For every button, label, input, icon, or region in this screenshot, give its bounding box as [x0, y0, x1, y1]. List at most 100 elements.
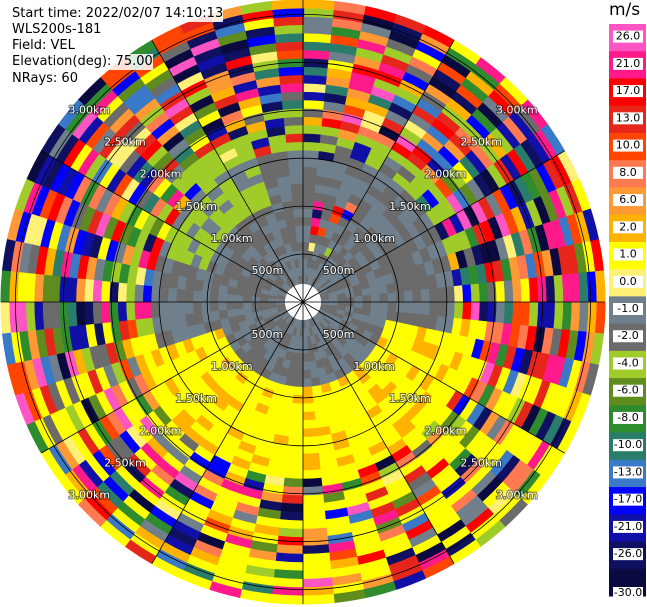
velocity-cell [193, 45, 224, 65]
velocity-cell [393, 195, 411, 213]
velocity-cell [539, 448, 566, 481]
velocity-cell [416, 445, 439, 467]
velocity-cell [184, 301, 194, 315]
velocity-cell [320, 299, 330, 303]
velocity-cell [304, 319, 309, 329]
velocity-cell [176, 313, 188, 329]
velocity-cell [314, 314, 324, 323]
velocity-cell [420, 288, 431, 303]
velocity-cell [439, 197, 457, 219]
velocity-cell [390, 343, 404, 358]
velocity-cell [405, 222, 421, 240]
velocity-cell [260, 491, 283, 504]
velocity-cell [240, 0, 274, 15]
velocity-cell [333, 340, 344, 351]
velocity-cell [353, 307, 364, 315]
velocity-cell [274, 167, 291, 179]
velocity-cell [343, 310, 354, 319]
colorbar-tick-label: -30.0 [614, 586, 642, 599]
velocity-cell [110, 195, 129, 220]
velocity-cell [412, 302, 422, 315]
velocity-cell [326, 371, 338, 384]
velocity-cell [437, 302, 447, 318]
velocity-cell [84, 82, 113, 112]
velocity-cell [406, 151, 428, 172]
velocity-cell [145, 436, 168, 459]
velocity-cell [292, 386, 303, 396]
velocity-cell [280, 82, 304, 94]
velocity-cell [478, 302, 489, 323]
velocity-cell [110, 383, 129, 408]
velocity-cell [303, 158, 319, 168]
velocity-cell [426, 157, 448, 179]
velocity-cell [320, 293, 330, 299]
velocity-cell [102, 475, 129, 503]
velocity-cell [159, 271, 172, 288]
azimuth-spoke [302, 150, 565, 303]
velocity-cell [407, 324, 420, 340]
velocity-cell [193, 140, 216, 160]
velocity-cell [316, 366, 327, 378]
velocity-cell [289, 334, 296, 345]
velocity-cell [302, 386, 313, 396]
velocity-cell [387, 386, 404, 404]
velocity-cell [326, 220, 339, 233]
range-ring-label: 2.50km [460, 456, 502, 469]
velocity-cell [463, 247, 477, 268]
velocity-cell [420, 302, 431, 316]
velocity-cell [163, 377, 181, 397]
velocity-cell [179, 385, 197, 404]
velocity-cell [96, 236, 112, 261]
velocity-cell [179, 199, 197, 218]
velocity-cell [171, 229, 187, 248]
velocity-cell [105, 513, 136, 541]
velocity-cell [428, 76, 458, 99]
velocity-cell [311, 251, 320, 262]
velocity-cell [446, 415, 467, 439]
velocity-cell [297, 249, 304, 260]
velocity-cell [328, 272, 339, 282]
velocity-cell [349, 517, 376, 533]
velocity-cell [351, 448, 372, 463]
velocity-cell [128, 90, 156, 115]
velocity-cell [283, 116, 304, 127]
velocity-cell [393, 14, 428, 35]
velocity-cell [23, 212, 40, 245]
range-ring-label: 500m [323, 264, 355, 277]
velocity-cell [467, 265, 480, 286]
velocity-cell [114, 464, 141, 490]
velocity-cell [176, 408, 196, 428]
velocity-cell [350, 71, 377, 87]
velocity-cell [279, 226, 290, 238]
velocity-cell [301, 560, 332, 572]
velocity-cell [178, 326, 191, 342]
velocity-cell [88, 344, 104, 370]
velocity-cell [274, 425, 290, 437]
velocity-cell [64, 468, 91, 499]
velocity-cell [144, 469, 170, 493]
velocity-cell [277, 329, 286, 340]
velocity-cell [420, 451, 444, 473]
velocity-cell [178, 432, 200, 453]
velocity-cell [150, 555, 184, 579]
velocity-cell [125, 154, 148, 179]
velocity-cell [268, 450, 288, 462]
velocity-cell [102, 363, 119, 388]
velocity-cell [284, 315, 293, 324]
velocity-cell [301, 577, 333, 588]
velocity-cell [303, 41, 332, 52]
velocity-cell [407, 471, 432, 493]
velocity-cell [474, 520, 506, 548]
velocity-cell [184, 313, 196, 327]
velocity-cell [85, 121, 111, 150]
velocity-cell [57, 473, 85, 505]
range-ring-label: 2.50km [460, 136, 502, 149]
velocity-cell [281, 99, 304, 110]
velocity-cell [302, 328, 307, 338]
velocity-cell [365, 226, 380, 240]
velocity-cell [362, 377, 377, 392]
velocity-cell [150, 301, 161, 318]
velocity-cell [425, 377, 443, 397]
velocity-cell [409, 200, 427, 219]
